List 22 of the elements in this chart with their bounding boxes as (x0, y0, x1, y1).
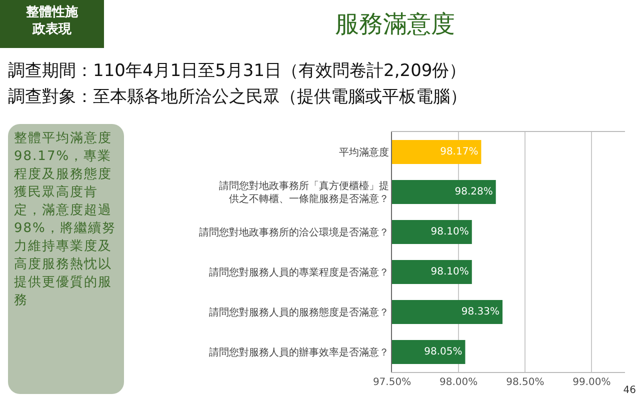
text: 整體性施政表現 (0, 0, 104, 48)
x-tick-label: 97.50% (372, 377, 412, 388)
y-tick-label: 請問您對服務人員的服務態度是否滿意？ (209, 306, 389, 318)
data-label: 98.28% (454, 186, 493, 198)
x-tick-label: 98.00% (440, 377, 478, 388)
data-label: 98.05% (424, 346, 462, 358)
text: 整體平均滿意度98.17%，專業程度及服務態度獲民眾高度肯定，滿意度超過98%，將繼續努力維持專業度及高度服務熱忱以提供更優質的服務 (14, 131, 116, 308)
data-label: 98.33% (461, 306, 500, 318)
data-label: 98.10% (430, 266, 469, 278)
text: 調查期間：110年4月1日至5月31日（有效問卷計2,209份） (8, 60, 467, 83)
chart-title: 服務滿意度 (334, 9, 456, 40)
y-tick-label: 請問您對地政事務所的洽公環境是否滿意？ (199, 226, 389, 238)
data-label: 98.17% (440, 146, 478, 158)
y-tick-label: 請問您對地政事務所「真方便櫃檯」提供之不轉櫃、一條龍服務是否滿意？ (219, 180, 389, 205)
x-tick-label: 98.50% (506, 377, 544, 388)
x-tick-label: 99.00% (572, 377, 611, 388)
text: 調查對象：至本縣各地所洽公之民眾（提供電腦或平板電腦） (8, 86, 467, 109)
y-tick-label: 請問您對服務人員的辦事效率是否滿意？ (209, 346, 389, 358)
text: 46 (623, 385, 636, 396)
data-label: 98.10% (430, 226, 469, 238)
y-tick-label: 平均滿意度 (339, 146, 389, 158)
y-tick-label: 請問您對服務人員的專業程度是否滿意？ (209, 266, 389, 278)
